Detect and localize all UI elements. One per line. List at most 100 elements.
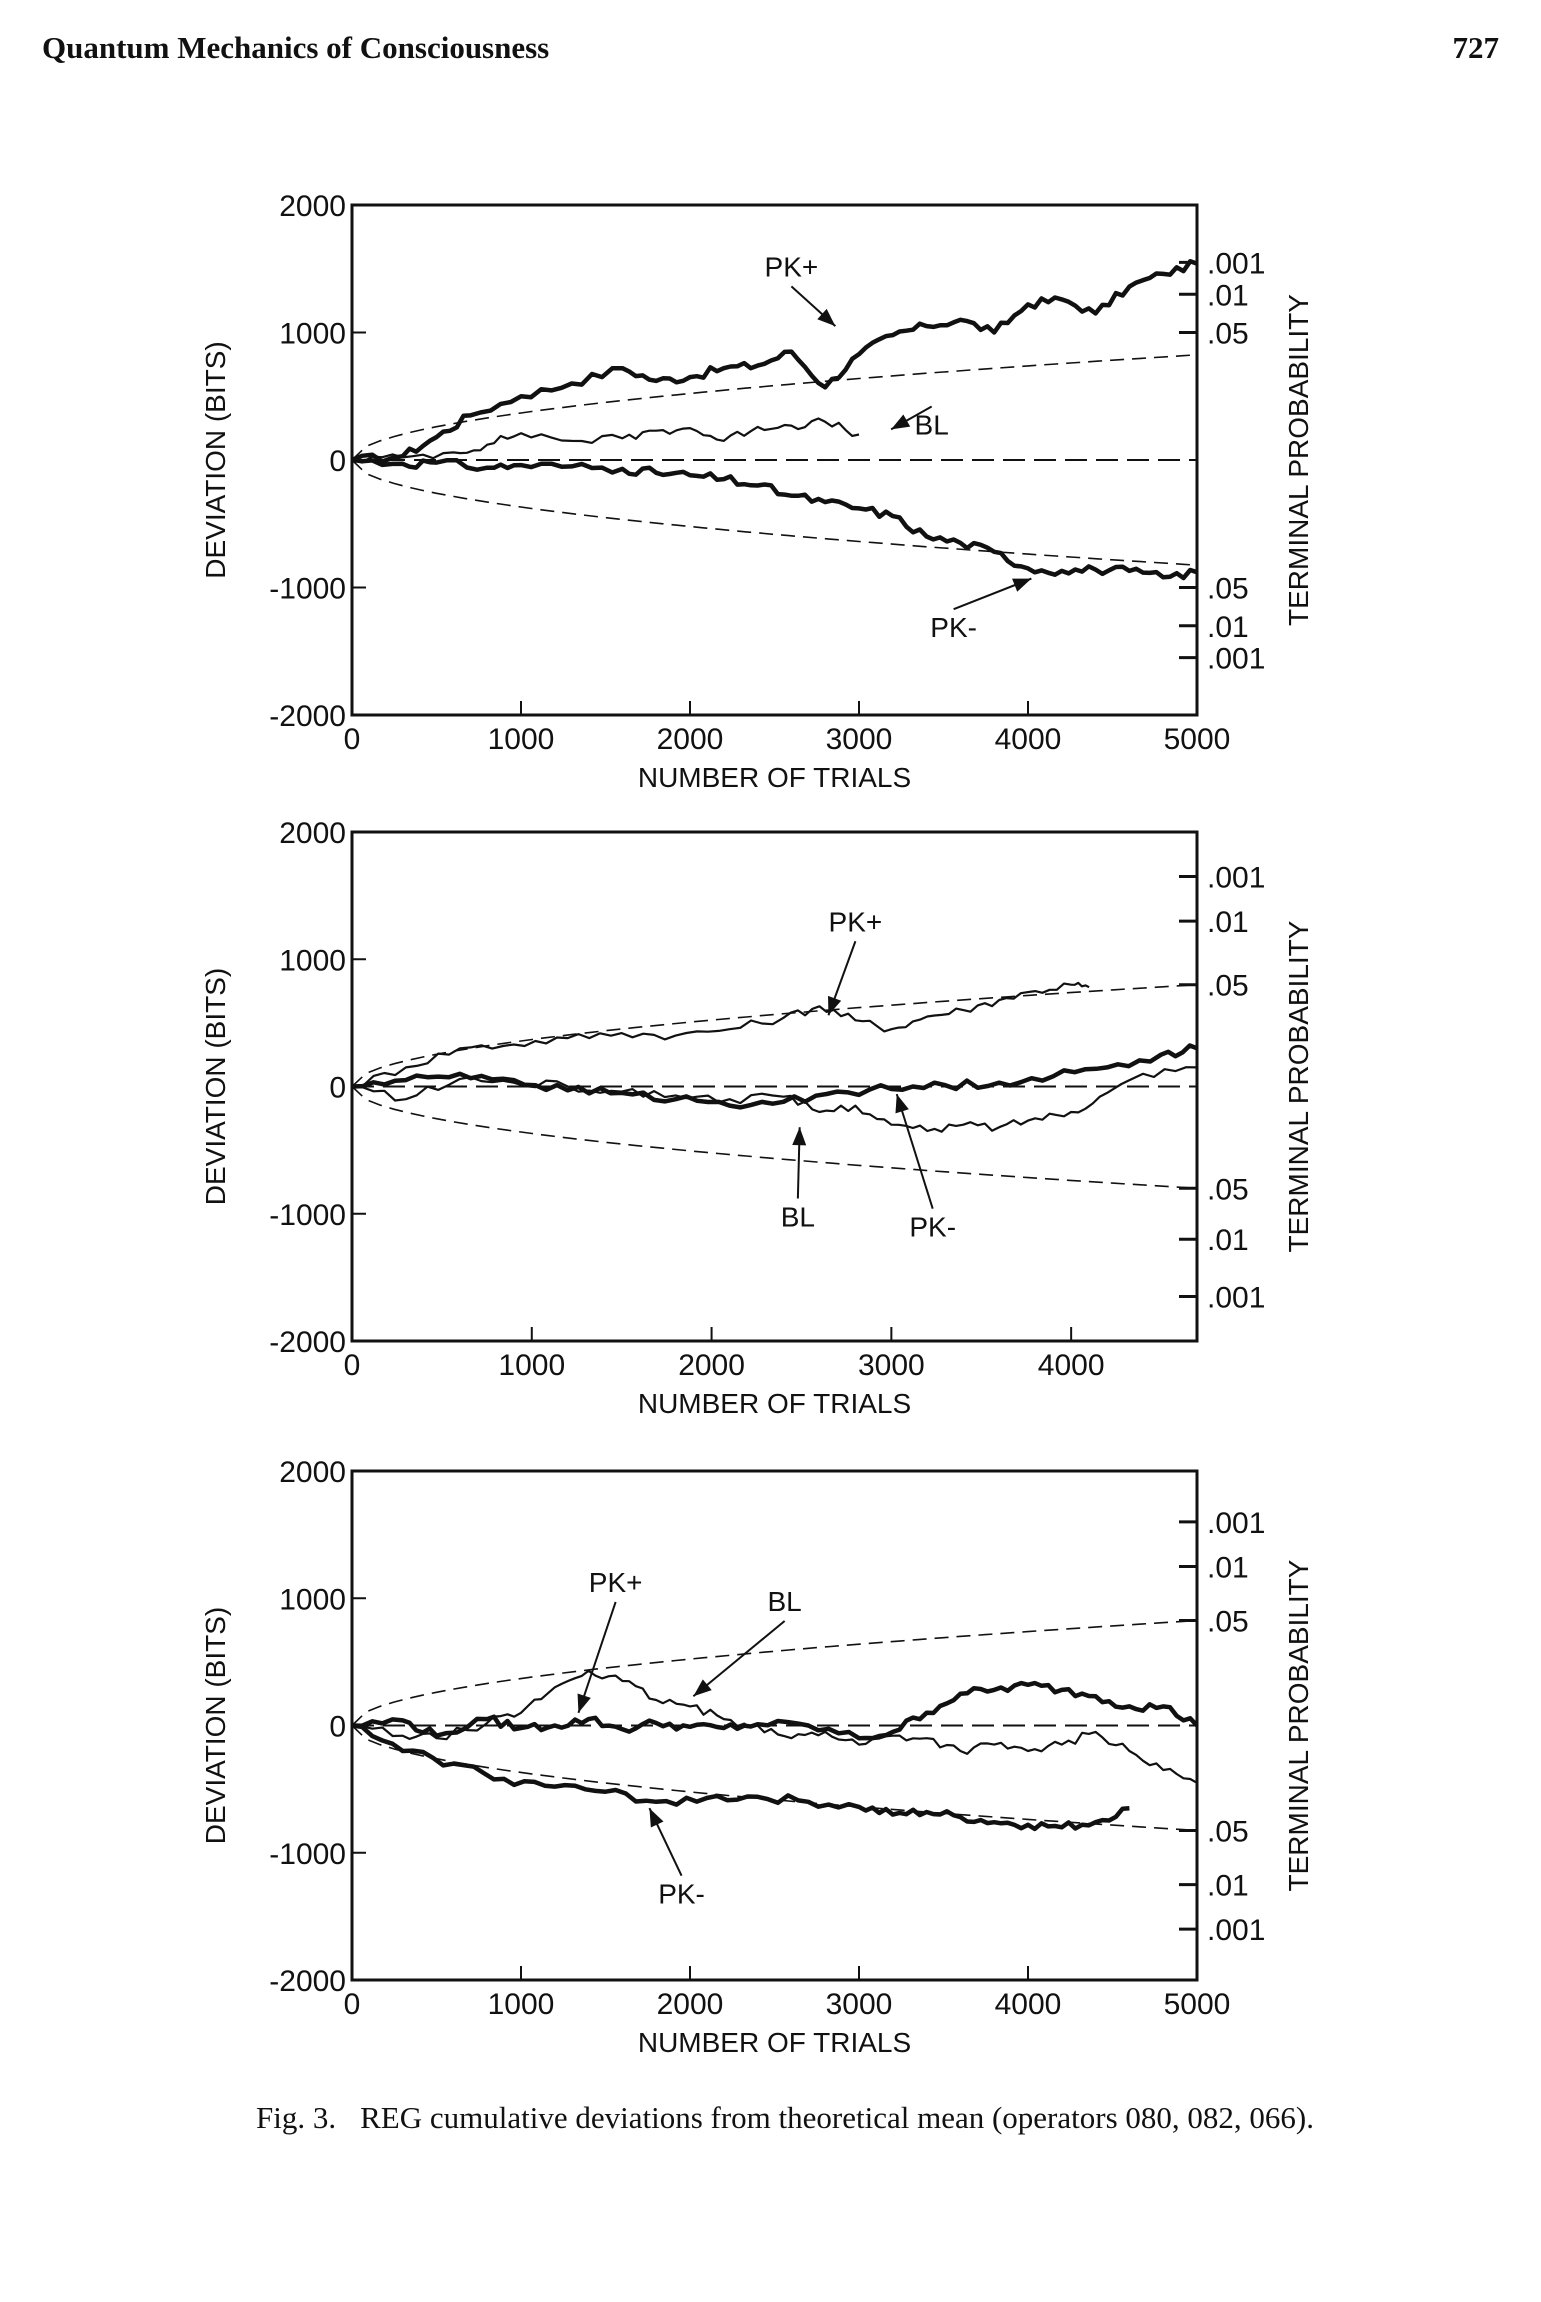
y-tick-label: 1000: [279, 944, 346, 977]
probability-label: .01: [1207, 906, 1249, 939]
y-tick-label: 0: [329, 1072, 346, 1105]
y-axis-label: DEVIATION (BITS): [200, 1607, 231, 1845]
x-tick-label: 1000: [488, 723, 555, 756]
annotation-arrowhead: [828, 995, 842, 1016]
probability-label: .05: [1207, 573, 1249, 606]
annotation-arrowhead: [792, 1127, 807, 1146]
envelope-upper: [351, 1619, 1198, 1727]
y-tick-label: -1000: [269, 573, 346, 606]
y-axis-label: DEVIATION (BITS): [200, 968, 231, 1206]
series-line-pkplus: [351, 1680, 1199, 1741]
annotation-arrowhead: [891, 414, 911, 430]
series-line-pkminus: [351, 1723, 1130, 1832]
probability-label: .01: [1207, 279, 1249, 312]
x-tick-label: 2000: [657, 1988, 724, 2021]
annotation-arrowhead: [577, 1693, 591, 1713]
x-tick-label: 1000: [488, 1988, 555, 2021]
probability-label: .001: [1207, 1507, 1265, 1540]
envelope-lower: [351, 1085, 1198, 1190]
y-axis-label: DEVIATION (BITS): [200, 341, 231, 579]
envelope-upper: [351, 983, 1198, 1088]
series-annotation-label: PK-: [930, 612, 977, 643]
x-axis-label: NUMBER OF TRIALS: [638, 2027, 911, 2058]
terminal-probability-label: TERMINAL PROBABILITY: [1283, 294, 1314, 626]
running-head-title: Quantum Mechanics of Consciousness: [42, 30, 550, 65]
x-tick-label: 0: [344, 1349, 361, 1382]
probability-label: .05: [1207, 1173, 1249, 1206]
x-tick-label: 3000: [858, 1349, 925, 1382]
probability-label: .05: [1207, 318, 1249, 351]
y-tick-label: 2000: [279, 190, 346, 223]
annotation-arrowhead: [693, 1679, 712, 1697]
x-tick-label: 0: [344, 1988, 361, 2021]
y-tick-label: 1000: [279, 318, 346, 351]
figure-label: Fig. 3.: [256, 2100, 337, 2135]
series-line-pkplus: [351, 259, 1198, 464]
figure-caption: Fig. 3. REG cumulative deviations from th…: [256, 2100, 1314, 2136]
series-line-pkplus: [351, 981, 1090, 1088]
running-head: Quantum Mechanics of Consciousness 727: [42, 30, 1499, 70]
series-line-bl: [351, 417, 860, 464]
x-tick-label: 4000: [1038, 1349, 1105, 1382]
annotation-arrowhead: [817, 308, 836, 327]
x-axis-label: NUMBER OF TRIALS: [638, 762, 911, 793]
x-tick-label: 5000: [1164, 723, 1231, 756]
annotation-arrowhead: [1012, 578, 1032, 592]
y-tick-label: -1000: [269, 1838, 346, 1871]
annotation-pointer: [577, 1601, 617, 1714]
annotation-arrowhead: [649, 1808, 664, 1828]
terminal-probability-label: TERMINAL PROBABILITY: [1283, 1559, 1314, 1891]
series-line-pkminus: [351, 457, 1198, 581]
y-tick-label: 2000: [279, 1456, 346, 1489]
y-tick-label: 1000: [279, 1583, 346, 1616]
probability-label: .001: [1207, 643, 1265, 676]
probability-label: .01: [1207, 1551, 1249, 1584]
probability-label: .001: [1207, 1281, 1265, 1314]
series-annotation-label: PK+: [589, 1567, 643, 1598]
envelope-lower: [351, 459, 1198, 566]
x-tick-label: 4000: [995, 723, 1062, 756]
figure-caption-text: REG cumulative deviations from theoretic…: [360, 2100, 1314, 2135]
annotation-pointer: [692, 1620, 786, 1698]
envelope-upper: [351, 354, 1198, 461]
probability-label: .01: [1207, 1224, 1249, 1257]
y-tick-label: 0: [329, 445, 346, 478]
x-tick-label: 1000: [498, 1349, 565, 1382]
annotation-pointer: [895, 1093, 934, 1209]
series-annotation-label: PK+: [765, 251, 819, 282]
x-axis-label: NUMBER OF TRIALS: [638, 1388, 911, 1419]
series-annotation-label: PK+: [829, 906, 883, 937]
series-annotation-label: BL: [781, 1201, 815, 1232]
series-line-pkminus: [351, 1066, 1198, 1133]
series-annotation-label: PK-: [909, 1212, 956, 1243]
x-tick-label: 5000: [1164, 1988, 1231, 2021]
series-line-bl: [351, 1669, 1198, 1784]
series-annotation-label: BL: [915, 410, 949, 441]
y-tick-label: -2000: [269, 1965, 346, 1998]
annotation-arrowhead: [895, 1094, 909, 1114]
y-tick-label: 2000: [279, 817, 346, 850]
envelope-lower: [351, 1724, 1198, 1832]
probability-label: .05: [1207, 1815, 1249, 1848]
x-tick-label: 2000: [657, 723, 724, 756]
probability-label: .001: [1207, 1914, 1265, 1947]
probability-label: .05: [1207, 970, 1249, 1003]
y-tick-label: 0: [329, 1711, 346, 1744]
probability-label: .01: [1207, 611, 1249, 644]
y-tick-label: -2000: [269, 1326, 346, 1359]
series-annotation-label: BL: [768, 1586, 802, 1617]
terminal-probability-label: TERMINAL PROBABILITY: [1283, 920, 1314, 1252]
x-tick-label: 2000: [678, 1349, 745, 1382]
probability-label: .001: [1207, 247, 1265, 280]
probability-label: .01: [1207, 1870, 1249, 1903]
probability-label: .05: [1207, 1606, 1249, 1639]
series-annotation-label: PK-: [658, 1879, 705, 1910]
x-tick-label: 3000: [826, 1988, 893, 2021]
x-tick-label: 3000: [826, 723, 893, 756]
x-tick-label: 0: [344, 723, 361, 756]
x-tick-label: 4000: [995, 1988, 1062, 2021]
